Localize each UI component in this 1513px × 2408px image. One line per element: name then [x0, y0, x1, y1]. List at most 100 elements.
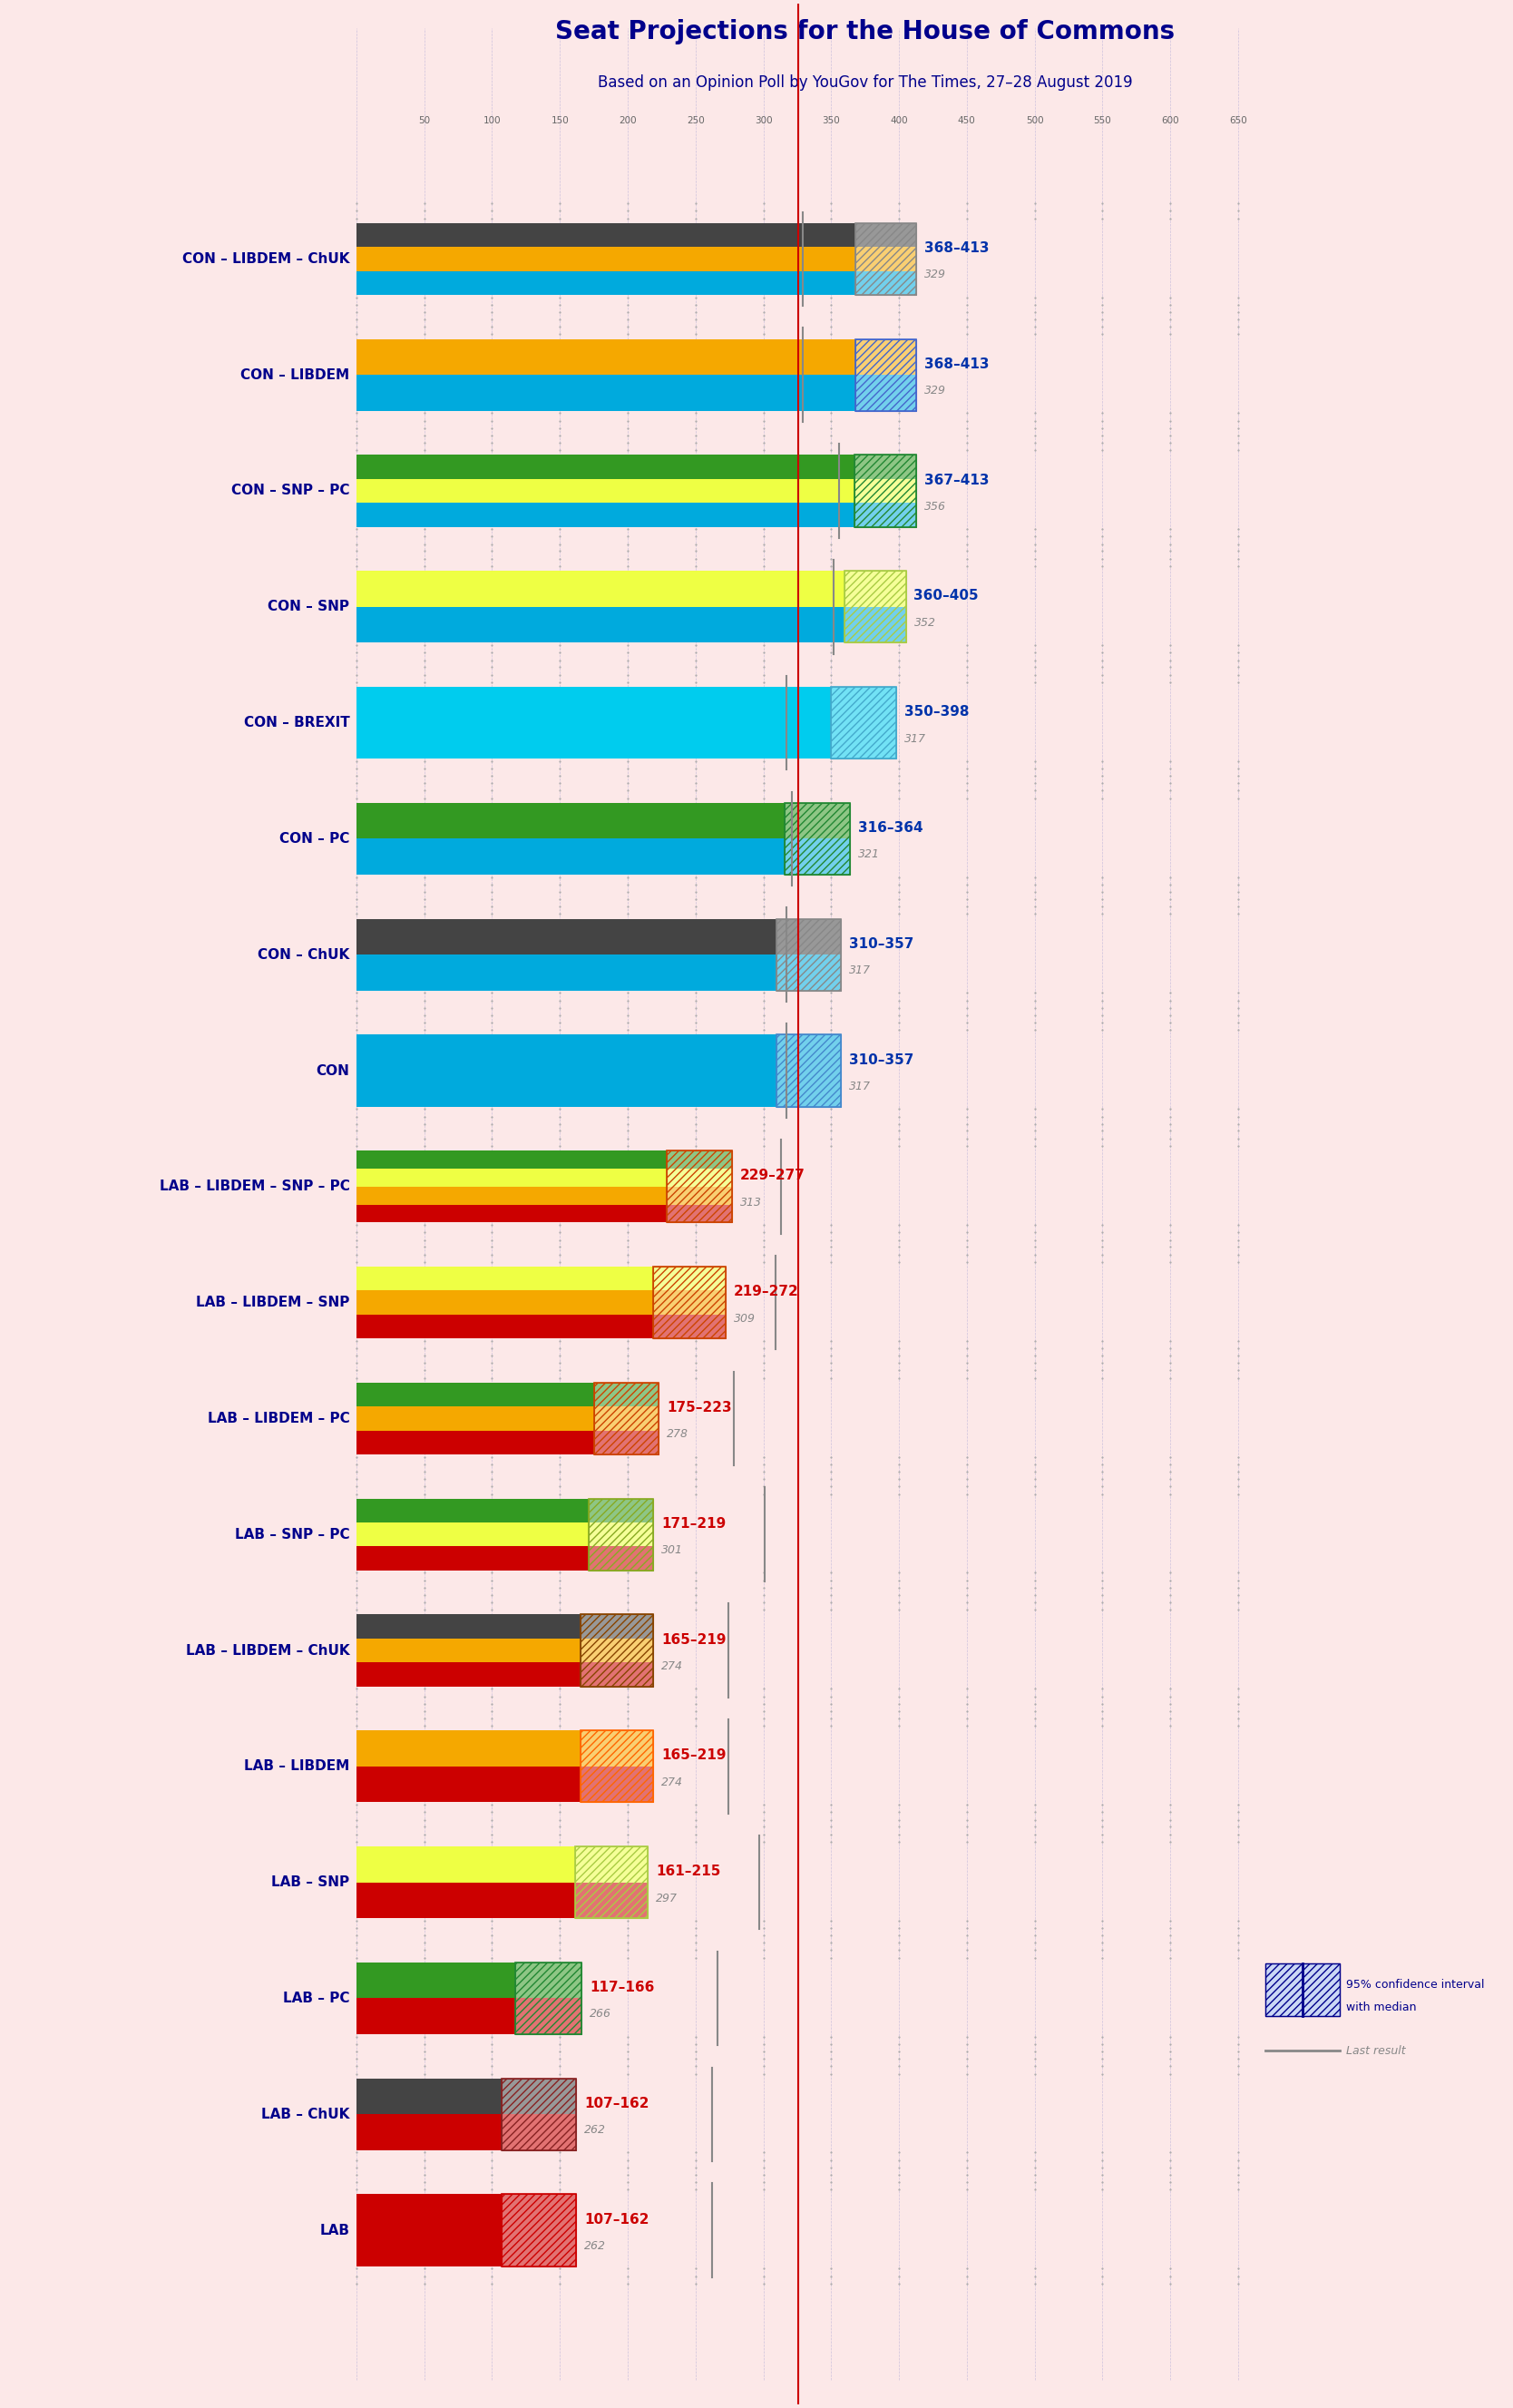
Bar [575, 1847, 648, 1919]
Bar [855, 224, 917, 294]
Text: 262: 262 [584, 2124, 607, 2136]
Bar [357, 607, 906, 643]
Bar [501, 2078, 576, 2150]
Text: with median: with median [1347, 2001, 1416, 2013]
Bar [589, 1498, 654, 1570]
Bar [855, 340, 917, 412]
Bar [357, 455, 917, 479]
Text: LAB – LIBDEM – PC: LAB – LIBDEM – PC [207, 1411, 350, 1426]
Bar [785, 802, 850, 874]
Text: 316–364: 316–364 [858, 821, 923, 836]
Text: Last result: Last result [1347, 2044, 1406, 2056]
Bar [501, 2194, 576, 2266]
Text: 262: 262 [584, 2239, 607, 2251]
Bar [357, 1382, 658, 1406]
Text: 117–166: 117–166 [590, 1982, 655, 1994]
Text: 250: 250 [687, 116, 705, 125]
Bar [579, 1731, 654, 1801]
Bar [357, 1847, 648, 1883]
Bar [844, 571, 906, 643]
Bar [1265, 1963, 1339, 2015]
Text: LAB – LIBDEM: LAB – LIBDEM [244, 1760, 350, 1772]
Text: 165–219: 165–219 [661, 1748, 726, 1763]
Text: 175–223: 175–223 [667, 1401, 732, 1413]
Text: 317: 317 [849, 1081, 870, 1093]
Bar [575, 1847, 648, 1919]
Text: 368–413: 368–413 [924, 356, 990, 371]
Bar [357, 2114, 576, 2150]
Bar [855, 224, 917, 294]
Bar [357, 1999, 581, 2035]
Text: LAB – ChUK: LAB – ChUK [262, 2107, 350, 2121]
Text: 200: 200 [619, 116, 637, 125]
Bar [579, 1613, 654, 1686]
Bar [654, 1267, 725, 1339]
Bar [855, 340, 917, 412]
Bar [776, 1035, 841, 1108]
Bar [855, 340, 917, 412]
Text: 150: 150 [551, 116, 569, 125]
Text: 107–162: 107–162 [584, 2213, 649, 2227]
Bar [357, 686, 896, 759]
Bar [593, 1382, 658, 1454]
Bar [357, 1498, 654, 1522]
Bar [357, 954, 841, 990]
Text: Seat Projections for the House of Commons: Seat Projections for the House of Common… [555, 19, 1176, 43]
Text: CON – SNP – PC: CON – SNP – PC [231, 484, 350, 498]
Bar [593, 1382, 658, 1454]
Text: LAB – LIBDEM – SNP: LAB – LIBDEM – SNP [197, 1296, 350, 1310]
Bar [357, 1204, 732, 1223]
Text: 600: 600 [1162, 116, 1179, 125]
Bar [357, 838, 850, 874]
Bar [776, 920, 841, 990]
Text: 550: 550 [1094, 116, 1112, 125]
Bar [357, 1731, 654, 1767]
Text: 321: 321 [858, 848, 881, 860]
Text: 274: 274 [661, 1777, 684, 1789]
Text: LAB – SNP: LAB – SNP [271, 1876, 350, 1890]
Bar [357, 1613, 654, 1637]
Bar [357, 1963, 581, 1999]
Text: 360–405: 360–405 [914, 590, 979, 602]
Bar [357, 1546, 654, 1570]
Text: 450: 450 [958, 116, 976, 125]
Text: CON – LIBDEM: CON – LIBDEM [241, 368, 350, 380]
Text: 313: 313 [740, 1197, 763, 1209]
Bar [357, 1637, 654, 1662]
Bar [844, 571, 906, 643]
Bar [667, 1151, 732, 1223]
Bar [667, 1151, 732, 1223]
Bar [855, 455, 917, 527]
Bar [357, 1406, 658, 1430]
Text: LAB – LIBDEM – SNP – PC: LAB – LIBDEM – SNP – PC [159, 1180, 350, 1194]
Bar [776, 1035, 841, 1108]
Bar [589, 1498, 654, 1570]
Text: 300: 300 [755, 116, 772, 125]
Bar [357, 1035, 841, 1108]
Bar [357, 1168, 732, 1187]
Bar [357, 802, 850, 838]
Text: 274: 274 [661, 1662, 684, 1671]
Text: 350–398: 350–398 [905, 706, 970, 718]
Bar [357, 376, 917, 412]
Text: 171–219: 171–219 [661, 1517, 726, 1531]
Bar [593, 1382, 658, 1454]
Bar [357, 2194, 576, 2266]
Text: 161–215: 161–215 [657, 1864, 720, 1878]
Text: CON – SNP: CON – SNP [268, 600, 350, 614]
Text: 100: 100 [483, 116, 501, 125]
Text: LAB – SNP – PC: LAB – SNP – PC [235, 1527, 350, 1541]
Text: 266: 266 [590, 2008, 611, 2020]
Text: LAB – PC: LAB – PC [283, 1991, 350, 2006]
Bar [357, 503, 917, 527]
Bar [844, 571, 906, 643]
Bar [1265, 1963, 1339, 2015]
Text: 650: 650 [1229, 116, 1247, 125]
Bar [357, 1767, 654, 1801]
Text: 329: 329 [924, 270, 947, 282]
Text: 297: 297 [657, 1893, 678, 1905]
Bar [357, 270, 917, 294]
Text: 356: 356 [924, 501, 947, 513]
Text: 367–413: 367–413 [924, 474, 990, 486]
Bar [357, 340, 917, 376]
